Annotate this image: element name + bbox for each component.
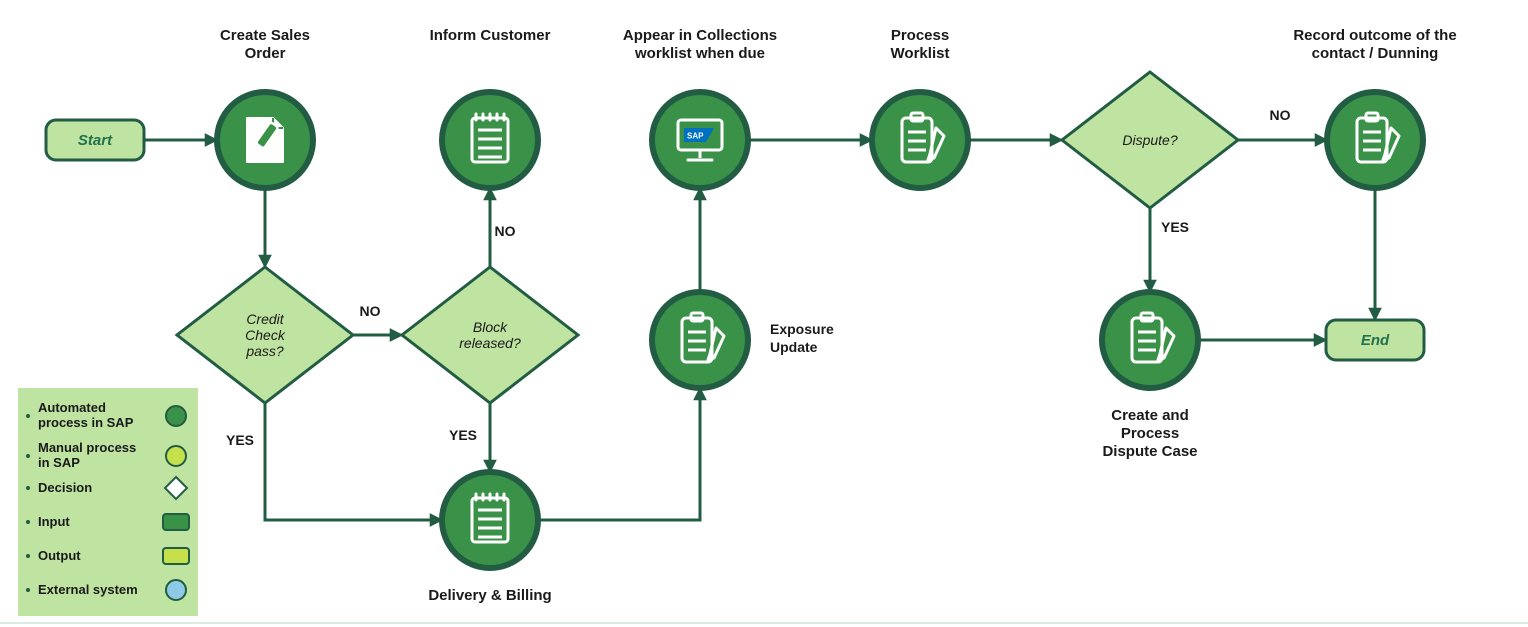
process-label-1: Worklist bbox=[891, 45, 950, 62]
createDispute-label-2: Dispute Case bbox=[1102, 443, 1197, 460]
inform-label-0: Inform Customer bbox=[430, 27, 551, 44]
decision-block: Blockreleased? bbox=[402, 267, 578, 403]
legend-item-3-text-0: Input bbox=[38, 514, 70, 529]
block-label-0: Block bbox=[473, 319, 508, 335]
process-delivery: Delivery & Billing bbox=[428, 472, 551, 604]
appear-label-0: Appear in Collections bbox=[623, 27, 777, 44]
create-label-0: Create Sales bbox=[220, 27, 310, 44]
createDispute-label-1: Process bbox=[1121, 425, 1179, 442]
process-label-0: Process bbox=[891, 27, 949, 44]
exposure-side-label-0: Exposure bbox=[770, 321, 834, 337]
legend-item-4-text-0: Output bbox=[38, 548, 81, 563]
flowchart: NOYESNOYESNOYESStartCreate SalesOrderCre… bbox=[0, 0, 1528, 627]
edge-credit-delivery bbox=[265, 403, 442, 520]
appear-label-1: worklist when due bbox=[634, 45, 765, 62]
legend-item-2-text-0: Decision bbox=[38, 480, 92, 495]
process-create: Create SalesOrder bbox=[217, 27, 313, 188]
edge-delivery-exposure bbox=[538, 388, 700, 520]
edge-label-credit-block: NO bbox=[360, 303, 381, 319]
legend-item-5-text-0: External system bbox=[38, 582, 138, 597]
legend-item-1-text-0: Manual process bbox=[38, 440, 136, 455]
process-createDispute: Create andProcessDispute Case bbox=[1102, 292, 1198, 460]
process-appear: SAP Appear in Collectionsworklist when du… bbox=[623, 27, 777, 188]
svg-text:SAP: SAP bbox=[687, 132, 704, 141]
decision-credit: CreditCheckpass? bbox=[177, 267, 353, 403]
credit-label-1: Check bbox=[245, 327, 286, 343]
legend: Automatedprocess in SAP Manual processin … bbox=[18, 388, 198, 616]
legend-swatch-rect-dark-icon bbox=[163, 514, 189, 530]
credit-label-2: pass? bbox=[245, 343, 284, 359]
edge-label-dispute-record: NO bbox=[1270, 107, 1291, 123]
edge-label-credit-delivery: YES bbox=[226, 432, 254, 448]
legend-item-1-text-1: in SAP bbox=[38, 455, 80, 470]
delivery-label-0: Delivery & Billing bbox=[428, 587, 551, 604]
create-label-1: Order bbox=[245, 45, 286, 62]
start-label: Start bbox=[78, 132, 113, 149]
document-pen-icon bbox=[247, 118, 283, 162]
edge-label-dispute-createDispute: YES bbox=[1161, 219, 1189, 235]
process-exposure: Exposure Update bbox=[652, 292, 834, 388]
terminal-start: Start bbox=[46, 120, 144, 160]
decision-dispute: Dispute? bbox=[1062, 72, 1238, 208]
record-label-1: contact / Dunning bbox=[1312, 45, 1439, 62]
record-label-0: Record outcome of the bbox=[1293, 27, 1456, 44]
legend-swatch-circle-yellow-icon bbox=[166, 446, 186, 466]
legend-swatch-rect-yellow-icon bbox=[163, 548, 189, 564]
process-inform: Inform Customer bbox=[430, 27, 551, 188]
dispute-label-0: Dispute? bbox=[1122, 132, 1177, 148]
process-record: Record outcome of thecontact / Dunning bbox=[1293, 27, 1456, 188]
legend-item-0-text-1: process in SAP bbox=[38, 415, 134, 430]
createDispute-label-0: Create and bbox=[1111, 407, 1189, 424]
exposure-side-label-1: Update bbox=[770, 339, 818, 355]
edge-label-block-delivery: YES bbox=[449, 427, 477, 443]
process-process: ProcessWorklist bbox=[872, 27, 968, 188]
terminal-end: End bbox=[1326, 320, 1424, 360]
legend-swatch-circle-blue-icon bbox=[166, 580, 186, 600]
end-label: End bbox=[1361, 332, 1390, 349]
legend-swatch-circle-dark-icon bbox=[166, 406, 186, 426]
block-label-1: released? bbox=[459, 335, 521, 351]
nodes: Start Create SalesOrder CreditCheckpass? Bl… bbox=[46, 27, 1457, 604]
edge-label-block-inform: NO bbox=[495, 223, 516, 239]
credit-label-0: Credit bbox=[246, 311, 284, 327]
legend-item-0-text-0: Automated bbox=[38, 400, 106, 415]
